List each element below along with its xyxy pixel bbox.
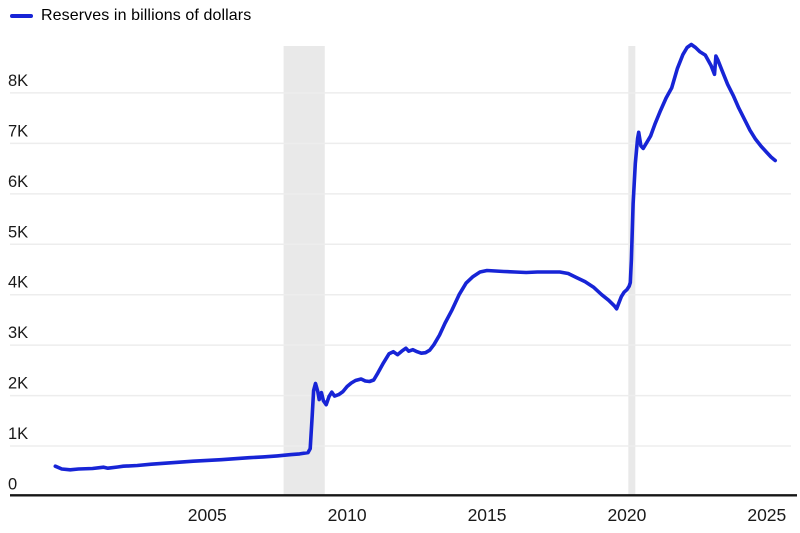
y-tick-label: 2K [8, 375, 28, 393]
y-tick-label: 3K [8, 324, 28, 342]
y-tick-label: 6K [8, 173, 28, 191]
legend-label: Reserves in billions of dollars [41, 7, 252, 24]
y-tick-label: 5K [8, 223, 28, 241]
legend: Reserves in billions of dollars [10, 7, 251, 25]
x-tick-label: 2020 [607, 505, 646, 525]
x-tick-label: 2005 [188, 505, 227, 525]
x-tick-label: 2010 [328, 505, 367, 525]
y-tick-label: 8K [8, 72, 28, 90]
x-tick-label: 2025 [747, 505, 786, 525]
legend-line-swatch-icon [10, 14, 33, 18]
reserves-line [53, 42, 777, 472]
x-tick-label: 2015 [468, 505, 507, 525]
recession-band [283, 46, 325, 495]
y-tick-label: 0 [8, 476, 17, 494]
y-tick-label: 4K [8, 274, 28, 292]
y-tick-label: 1K [8, 425, 28, 443]
y-tick-label: 7K [8, 122, 28, 140]
